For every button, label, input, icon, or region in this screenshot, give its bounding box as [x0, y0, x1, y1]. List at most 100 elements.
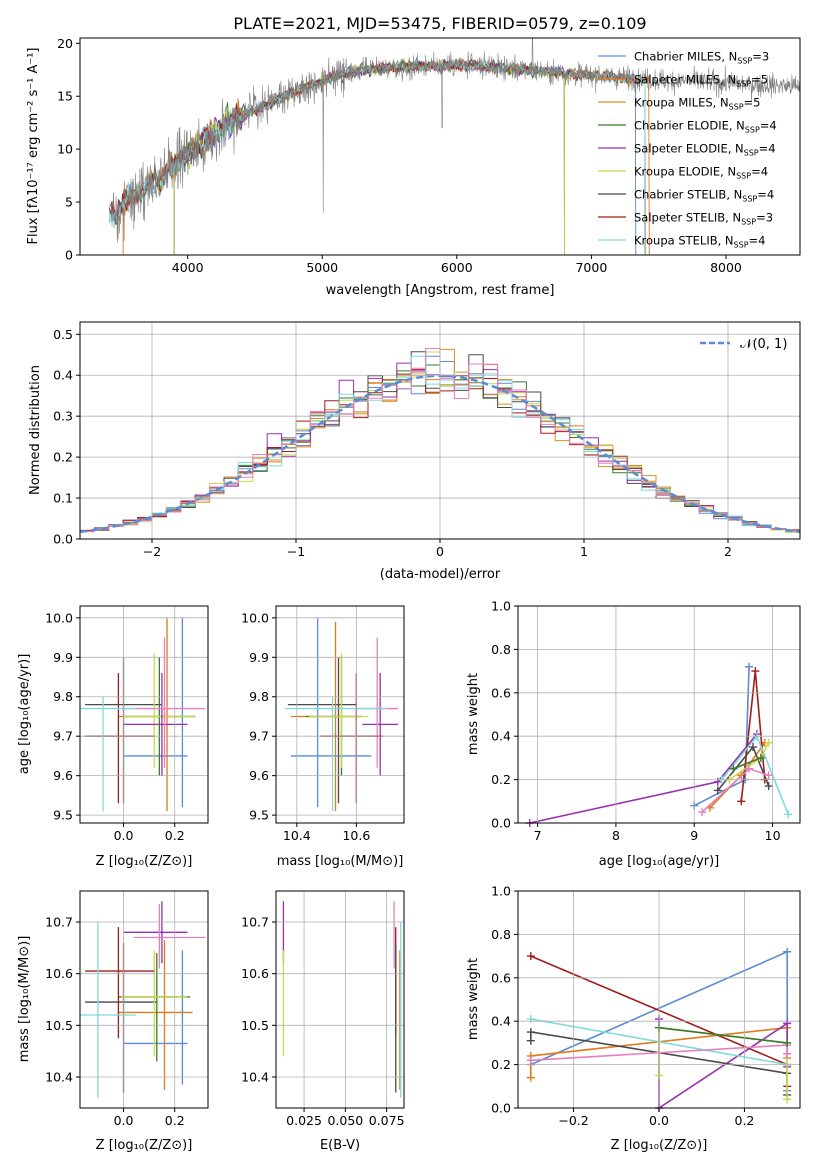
weight-vs-z-xtick-label: 0.0 [649, 1113, 669, 1128]
age-vs-mass-ytick-label: 10.0 [241, 610, 269, 625]
legend-label: Salpeter ELODIE, NSSP=4 [634, 142, 776, 158]
weight-vs-age-point-marker [749, 743, 757, 752]
residuals-ytick-label: 0.2 [53, 450, 73, 465]
residuals-ytick-label: 0.4 [53, 368, 73, 383]
mass-vs-ebv-ytick-label: 10.7 [241, 915, 269, 930]
spectrum-xtick-label: 8000 [710, 260, 742, 275]
legend-label: Chabrier ELODIE, NSSP=4 [634, 119, 777, 135]
gaussian-legend-label: 𝒩(0, 1) [740, 337, 787, 352]
weight-vs-z-xlabel: Z [log₁₀(Z/Z⊙)] [611, 1138, 708, 1153]
spectrum-xtick-label: 4000 [172, 260, 204, 275]
legend-label: Chabrier MILES, NSSP=3 [634, 50, 769, 66]
mass-vs-ebv-data [282, 901, 402, 1098]
panel-mass-vs-ebv: 0.025 0.050 0.075 10.4 10.5 10.6 10.7 E(B-V) [241, 890, 405, 1153]
weight-vs-z-point-marker [526, 1028, 535, 1037]
mass-vs-z-ytick-label: 10.6 [45, 966, 73, 981]
panel-weight-vs-z: −0.2 0.0 0.2 0.0 0.2 0.4 0.6 0.8 1.0 Z [log₁₀(Z/… [466, 884, 801, 1153]
age-vs-z-frame [79, 605, 209, 824]
legend-label: Salpeter MILES, NSSP=5 [634, 73, 768, 89]
weight-vs-z-point-marker [783, 1019, 792, 1028]
spectrum-ylabel: Flux [fλ10⁻¹⁷ erg cm⁻² s⁻¹ A⁻¹] [26, 48, 41, 245]
residuals-xtick-label: −1 [287, 544, 305, 559]
age-vs-z-ytick-label: 9.9 [53, 650, 73, 665]
age-vs-z-ytick-label: 9.5 [53, 808, 73, 823]
legend-label: Salpeter STELIB, NSSP=3 [634, 211, 773, 227]
weight-vs-z-point-marker [783, 1095, 792, 1104]
weight-vs-age-point-marker [745, 662, 754, 671]
age-vs-mass-frame [275, 605, 405, 824]
age-vs-mass-ticks: 10.4 10.6 9.5 9.6 9.7 9.8 9.9 10.0 [241, 606, 404, 843]
mass-vs-z-ticks: 0.0 0.2 10.4 10.5 10.6 10.7 [45, 891, 208, 1128]
weight-vs-age-point-marker [729, 764, 738, 773]
legend-label: Chabrier STELIB, NSSP=4 [634, 188, 774, 204]
mass-vs-ebv-ticks: 0.025 0.050 0.075 10.4 10.5 10.6 10.7 [241, 891, 405, 1128]
residuals-xtick-label: 1 [580, 544, 588, 559]
weight-vs-age-point-marker [764, 782, 773, 791]
residuals-ylabel: Normed distribution [28, 365, 43, 495]
age-vs-mass-ytick-label: 9.7 [249, 729, 269, 744]
mass-vs-z-ylabel: mass [log₁₀(M/M⊙)] [17, 936, 32, 1063]
weight-vs-z-point-marker [783, 1038, 792, 1047]
residuals-ytick-label: 0.0 [53, 532, 73, 547]
age-vs-mass-ytick-label: 9.9 [249, 650, 269, 665]
mass-vs-z-ytick-label: 10.7 [45, 915, 73, 930]
spectrum-xtick-label: 7000 [575, 260, 607, 275]
weight-vs-z-point-marker [526, 1073, 535, 1082]
weight-vs-z-ytick-label: 0.4 [491, 1014, 511, 1029]
weight-vs-age-point-marker [756, 753, 765, 762]
weight-vs-age-xlabel: age [log₁₀(age/yr)] [599, 854, 720, 869]
residuals-ytick-label: 0.5 [53, 327, 73, 342]
mass-vs-z-xtick-label: 0.2 [165, 1113, 185, 1128]
age-vs-z-xtick-label: 0.0 [114, 828, 134, 843]
age-vs-mass-xtick-label: 10.4 [283, 828, 311, 843]
weight-vs-age-frame [517, 605, 801, 824]
weight-vs-age-ytick-label: 0.4 [491, 729, 511, 744]
weight-vs-z-frame [517, 890, 801, 1109]
panel-mass-vs-z: 0.0 0.2 10.4 10.5 10.6 10.7 Z [log₁₀(Z/Z⊙)] m… [17, 890, 209, 1153]
mass-vs-ebv-xtick-label: 0.075 [369, 1113, 405, 1128]
weight-vs-z-xtick-label: −0.2 [558, 1113, 588, 1128]
age-vs-z-xtick-label: 0.2 [165, 828, 185, 843]
mass-vs-z-frame [79, 890, 209, 1109]
weight-vs-z-point-marker [783, 1049, 792, 1058]
weight-vs-age-ytick-label: 1.0 [491, 599, 511, 614]
figure-title: PLATE=2021, MJD=53475, FIBERID=0579, z=0… [233, 14, 646, 33]
panel-weight-vs-age: 7 8 9 10 0.0 0.2 0.4 0.6 0.8 1.0 age [log₁₀(age/y… [466, 599, 801, 869]
weight-vs-age-xtick-label: 7 [534, 828, 542, 843]
age-vs-z-ticks: 0.0 0.2 9.5 9.6 9.7 9.8 9.9 10.0 [45, 606, 208, 843]
age-vs-mass-xlabel: mass [log₁₀(M/M⊙)] [277, 854, 404, 869]
weight-vs-age-series-line [733, 757, 762, 770]
weight-vs-age-ylabel: mass weight [466, 673, 481, 755]
spectrum-xtick-label: 6000 [441, 260, 473, 275]
weight-vs-z-ylabel: mass weight [466, 958, 481, 1040]
age-vs-z-ytick-label: 9.8 [53, 689, 73, 704]
weight-vs-z-point-marker [526, 1056, 535, 1065]
age-vs-z-ytick-label: 10.0 [45, 610, 73, 625]
spectrum-ytick-label: 10 [57, 142, 73, 157]
weight-vs-age-xtick-label: 8 [612, 828, 620, 843]
residuals-xlabel: (data-model)/error [380, 567, 501, 582]
legend-label: Kroupa STELIB, NSSP=4 [634, 234, 765, 250]
weight-vs-age-xtick-label: 9 [690, 828, 698, 843]
weight-vs-age-point-marker [764, 738, 773, 747]
weight-vs-age-point-marker [745, 764, 754, 773]
weight-vs-age-ytick-label: 0.8 [491, 642, 511, 657]
mass-vs-z-xlabel: Z [log₁₀(Z/Z⊙)] [96, 1138, 193, 1153]
panel-residuals: −2 −1 0 1 2 0.0 0.1 0.2 0.3 0.4 0.5 𝒩(0, 1) (data-… [28, 321, 801, 582]
spectrum-model-line [109, 58, 646, 255]
weight-vs-z-ytick-label: 1.0 [491, 884, 511, 899]
mass-vs-z-data [80, 901, 206, 1098]
panel-age-vs-mass: 10.4 10.6 9.5 9.6 9.7 9.8 9.9 10.0 mass [log₁₀(… [241, 605, 405, 869]
age-vs-mass-xtick-label: 10.6 [342, 828, 370, 843]
weight-vs-z-ytick-label: 0.0 [491, 1101, 511, 1116]
mass-vs-z-ytick-label: 10.5 [45, 1018, 73, 1033]
spectrum-xtick-label: 5000 [306, 260, 338, 275]
age-vs-mass-ytick-label: 9.5 [249, 808, 269, 823]
weight-vs-z-ytick-label: 0.6 [491, 970, 511, 985]
age-vs-z-ytick-label: 9.6 [53, 768, 73, 783]
mass-vs-z-xtick-label: 0.0 [114, 1113, 134, 1128]
mass-vs-ebv-ytick-label: 10.4 [241, 1070, 269, 1085]
weight-vs-age-ytick-label: 0.0 [491, 816, 511, 831]
mass-vs-ebv-xtick-label: 0.050 [327, 1113, 363, 1128]
